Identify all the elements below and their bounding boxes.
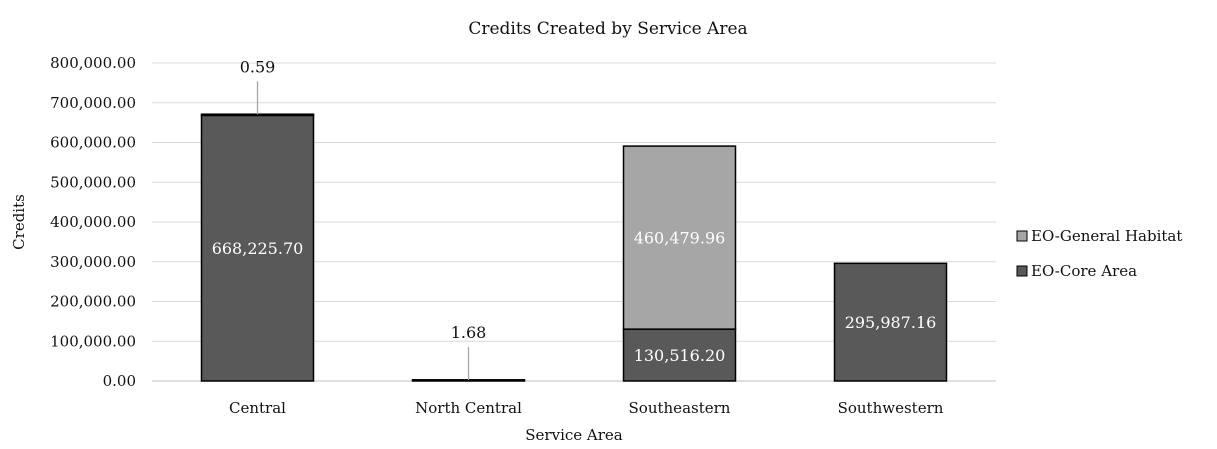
x-category-label: Southwestern — [838, 399, 944, 417]
x-category-label: North Central — [415, 399, 522, 417]
y-tick-label: 500,000.00 — [50, 173, 136, 191]
y-tick-label: 300,000.00 — [50, 253, 136, 271]
bar-segment-southwestern-core — [833, 262, 948, 382]
y-tick-label: 700,000.00 — [50, 94, 136, 112]
x-category-label: Central — [229, 399, 286, 417]
legend-swatch — [1016, 230, 1028, 242]
y-axis-title: Credits — [10, 194, 28, 250]
data-label: 668,225.70 — [212, 239, 304, 258]
data-label: 130,516.20 — [634, 346, 726, 365]
x-axis-categories: Central North Central Southeastern Southwes… — [229, 399, 944, 417]
x-category-label: Southeastern — [629, 399, 731, 417]
y-tick-label: 100,000.00 — [50, 332, 136, 350]
bar-segment-southeastern-general — [622, 145, 737, 330]
data-labels: 668,225.70 0.59 1.68 130,516.20 460,479.96 29… — [212, 57, 937, 380]
data-label: 0.59 — [240, 57, 276, 76]
y-tick-label: 600,000.00 — [50, 134, 136, 152]
data-label: 1.68 — [451, 323, 487, 342]
y-tick-label: 400,000.00 — [50, 213, 136, 231]
y-tick-label: 0.00 — [103, 372, 136, 390]
y-axis-ticks: 0.00 100,000.00 200,000.00 300,000.00 400,00… — [50, 54, 136, 390]
bars — [200, 113, 948, 382]
data-label: 295,987.16 — [845, 313, 937, 332]
legend: EO-General Habitat EO-Core Area — [1016, 227, 1182, 280]
y-tick-label: 200,000.00 — [50, 293, 136, 311]
legend-swatch — [1016, 265, 1028, 277]
x-axis-title: Service Area — [525, 426, 623, 444]
legend-label: EO-General Habitat — [1031, 227, 1182, 245]
y-tick-label: 800,000.00 — [50, 54, 136, 72]
legend-label: EO-Core Area — [1031, 262, 1137, 280]
data-label: 460,479.96 — [634, 229, 726, 248]
chart-title: Credits Created by Service Area — [468, 19, 747, 39]
